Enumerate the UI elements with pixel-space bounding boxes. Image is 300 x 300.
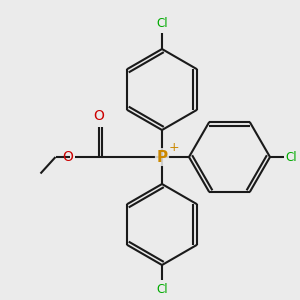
Text: Cl: Cl [285,151,297,164]
Text: +: + [169,141,179,154]
Text: Cl: Cl [156,283,168,296]
Text: O: O [63,150,74,164]
Text: Cl: Cl [156,16,168,29]
Text: O: O [94,109,104,122]
Text: P: P [156,149,168,164]
